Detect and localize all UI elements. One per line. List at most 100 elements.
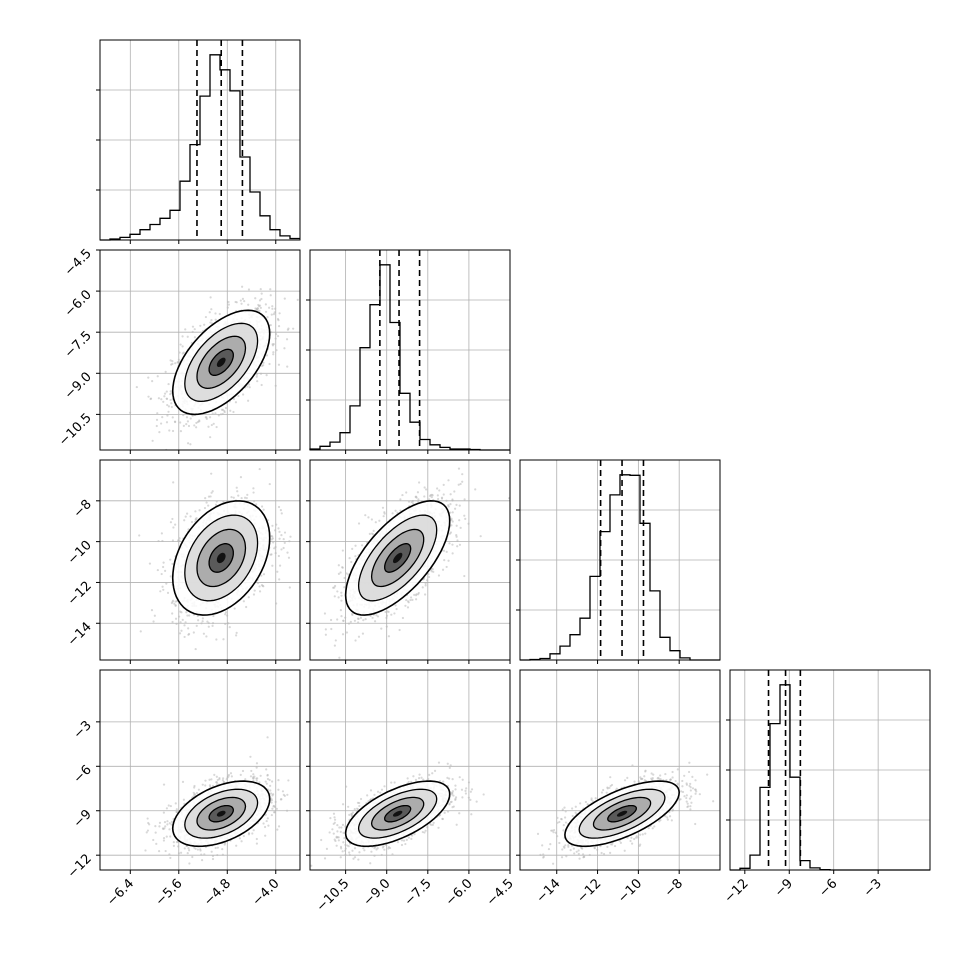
sample-point xyxy=(179,610,182,613)
sample-point xyxy=(277,505,281,509)
sample-point xyxy=(337,596,340,599)
sample-point xyxy=(399,498,402,501)
contour-line-1 xyxy=(184,322,259,403)
sample-point xyxy=(264,834,267,837)
sample-point xyxy=(156,568,159,572)
sample-point xyxy=(382,515,385,518)
sample-point xyxy=(341,633,345,636)
sample-point xyxy=(171,612,174,615)
sample-point xyxy=(451,543,454,546)
sample-point xyxy=(227,300,230,304)
sample-point xyxy=(171,429,175,433)
sample-point xyxy=(406,606,410,609)
sample-point xyxy=(169,390,172,393)
sample-point xyxy=(166,820,169,823)
sample-point xyxy=(344,616,347,619)
sample-point xyxy=(262,361,265,364)
sample-point xyxy=(158,825,161,828)
sample-point xyxy=(463,574,466,578)
sample-point xyxy=(191,330,194,334)
sample-point xyxy=(278,564,282,567)
sample-point xyxy=(181,345,184,348)
sample-point xyxy=(169,856,172,860)
sample-point xyxy=(323,612,327,615)
sample-point xyxy=(247,288,251,291)
sample-point xyxy=(362,619,365,622)
contour-line-2 xyxy=(196,528,247,588)
sample-point xyxy=(156,375,159,378)
sample-point xyxy=(351,547,354,550)
sample-point xyxy=(270,313,273,316)
sample-point xyxy=(449,511,452,514)
sample-point xyxy=(233,607,236,610)
sample-point xyxy=(147,395,150,398)
sample-point xyxy=(292,327,295,330)
sample-point xyxy=(278,578,281,581)
sample-point xyxy=(165,582,168,585)
sample-point xyxy=(155,418,159,421)
sample-point xyxy=(174,604,177,607)
contour-line-1 xyxy=(184,514,259,602)
sample-point xyxy=(224,622,227,626)
sample-point xyxy=(240,302,243,305)
sample-point xyxy=(241,285,244,288)
sample-point xyxy=(474,488,477,491)
sample-point xyxy=(282,546,285,550)
sample-point xyxy=(160,422,163,425)
sample-point xyxy=(252,487,255,490)
sample-point xyxy=(260,584,264,587)
sample-point xyxy=(279,509,282,512)
sample-point xyxy=(260,505,264,508)
sample-point xyxy=(286,551,289,554)
sample-point xyxy=(179,621,182,624)
sample-point xyxy=(185,416,189,419)
sample-point xyxy=(259,288,262,291)
sample-point xyxy=(264,303,267,306)
sample-point xyxy=(214,312,217,315)
sample-point xyxy=(188,614,191,617)
sample-point xyxy=(241,297,245,300)
sample-point xyxy=(288,586,291,589)
sample-point xyxy=(274,552,277,555)
sample-point xyxy=(287,556,291,559)
sample-point xyxy=(442,549,446,552)
sample-point xyxy=(168,429,171,432)
sample-point xyxy=(206,620,209,623)
sample-point xyxy=(169,393,172,396)
sample-point xyxy=(215,775,218,778)
sample-point xyxy=(184,328,187,331)
sample-point xyxy=(272,343,275,346)
sample-point xyxy=(166,591,170,594)
sample-point xyxy=(228,626,231,629)
sample-point xyxy=(259,372,263,375)
sample-point xyxy=(161,539,164,543)
sample-point xyxy=(409,598,412,602)
sample-point xyxy=(247,596,250,599)
sample-point xyxy=(186,335,189,338)
sample-point xyxy=(423,593,427,596)
sample-point xyxy=(178,537,181,540)
sample-point xyxy=(246,493,249,496)
sample-point xyxy=(171,539,174,542)
sample-point xyxy=(252,491,255,494)
sample-point xyxy=(333,584,337,588)
sample-point xyxy=(262,508,265,511)
sample-point xyxy=(193,336,197,339)
sample-point xyxy=(183,519,186,522)
sample-point xyxy=(463,498,466,501)
sample-point xyxy=(147,376,150,379)
sample-point xyxy=(193,328,196,331)
sample-point xyxy=(210,472,213,475)
sample-point xyxy=(139,630,142,633)
sample-point xyxy=(171,599,175,602)
sample-point xyxy=(270,331,273,334)
sample-point xyxy=(437,574,441,577)
sample-point xyxy=(357,621,360,624)
sample-point xyxy=(443,559,446,562)
sample-point xyxy=(173,420,177,423)
sample-point xyxy=(258,467,261,471)
sample-point xyxy=(438,489,441,492)
sample-point xyxy=(229,457,231,459)
sample-point xyxy=(221,412,224,416)
sample-point xyxy=(280,548,283,551)
